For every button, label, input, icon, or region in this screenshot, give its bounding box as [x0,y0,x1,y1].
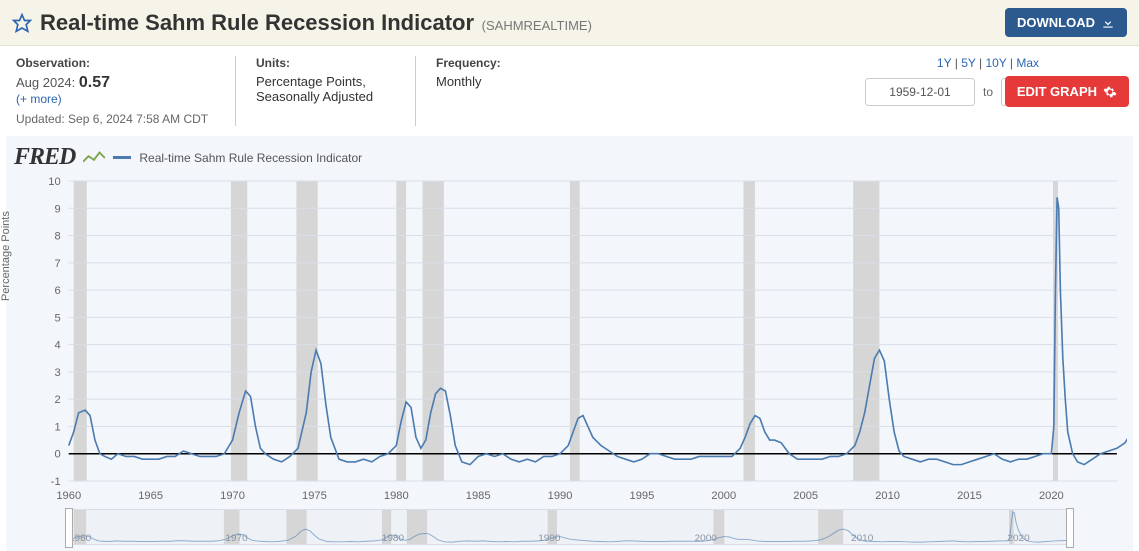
mini-chart-svg: 1960197019801990200020102020 [69,510,1070,544]
svg-text:1: 1 [54,422,60,434]
main-chart-svg: -1 0 1 2 3 4 5 6 7 8 9 10 1960 1965 1970 1975 1980 1985 19… [12,175,1127,505]
svg-text:2020: 2020 [1007,533,1030,544]
chart-header: FRED Real-time Sahm Rule Recession Indic… [12,144,1127,171]
header-bar: Real-time Sahm Rule Recession Indicator … [0,0,1139,46]
svg-text:2005: 2005 [793,490,818,502]
svg-text:1970: 1970 [225,533,248,544]
fred-chart-icon [83,150,105,166]
svg-text:3: 3 [54,367,60,379]
svg-text:0: 0 [54,449,60,461]
svg-text:4: 4 [54,340,60,352]
svg-text:1990: 1990 [538,533,561,544]
svg-text:2000: 2000 [695,533,718,544]
svg-text:1980: 1980 [382,533,405,544]
observation-value: 0.57 [79,74,110,91]
more-link[interactable]: (+ more) [16,92,215,106]
svg-text:1960: 1960 [56,490,81,502]
units-title: Units: [256,56,395,70]
svg-text:9: 9 [54,203,60,215]
observation-title: Observation: [16,56,215,70]
chart-wrap: FRED Real-time Sahm Rule Recession Indic… [6,136,1133,551]
svg-text:-1: -1 [51,476,61,488]
frequency-title: Frequency: [436,56,536,70]
page-title: Real-time Sahm Rule Recession Indicator [40,10,474,35]
download-icon [1101,16,1115,30]
y-axis-label: Percentage Points [0,211,12,301]
svg-text:2010: 2010 [875,490,900,502]
svg-text:1995: 1995 [630,490,655,502]
svg-text:1990: 1990 [548,490,573,502]
svg-text:1975: 1975 [302,490,327,502]
title-wrap: Real-time Sahm Rule Recession Indicator … [12,10,592,36]
fred-logo: FRED [14,144,75,171]
svg-text:10: 10 [48,176,60,188]
svg-text:2015: 2015 [957,490,982,502]
gear-icon [1103,85,1117,99]
svg-text:1985: 1985 [466,490,491,502]
legend-line-icon [113,156,131,159]
svg-text:1970: 1970 [220,490,245,502]
meta-row: Observation: Aug 2024: 0.57 (+ more) Upd… [0,46,1139,136]
observation-block: Observation: Aug 2024: 0.57 (+ more) Upd… [16,56,236,126]
range-max[interactable]: Max [1016,56,1039,70]
units-line2: Seasonally Adjusted [256,89,395,104]
series-id: (SAHMREALTIME) [482,18,592,33]
edit-graph-button[interactable]: EDIT GRAPH [1005,76,1129,107]
range-5y[interactable]: 5Y [961,56,975,70]
svg-text:5: 5 [54,312,60,324]
svg-text:1965: 1965 [138,490,163,502]
date-from-input[interactable] [865,78,975,106]
range-1y[interactable]: 1Y [937,56,951,70]
frequency-block: Frequency: Monthly [436,56,556,126]
updated-value: Sep 6, 2024 7:58 AM CDT [68,112,208,126]
download-button[interactable]: DOWNLOAD [1005,8,1127,37]
chart-area[interactable]: Percentage Points -101234567891019601965… [12,175,1127,505]
svg-text:7: 7 [54,258,60,270]
svg-text:1980: 1980 [384,490,409,502]
svg-text:2020: 2020 [1039,490,1064,502]
to-label: to [983,85,993,99]
units-line1: Percentage Points, [256,74,395,89]
legend-label: Real-time Sahm Rule Recession Indicator [139,151,362,165]
updated-label: Updated: [16,112,65,126]
observation-date: Aug 2024: [16,75,75,90]
svg-text:2000: 2000 [711,490,736,502]
mini-handle-left[interactable] [65,508,73,548]
mini-chart[interactable]: 1960197019801990200020102020 [68,509,1071,545]
favorite-star-icon[interactable] [12,13,32,33]
range-10y[interactable]: 10Y [985,56,1006,70]
download-label: DOWNLOAD [1017,15,1095,30]
range-links: 1Y | 5Y | 10Y | Max [937,56,1039,70]
edit-graph-label: EDIT GRAPH [1017,84,1097,99]
mini-handle-right[interactable] [1066,508,1074,548]
svg-text:8: 8 [54,231,60,243]
units-block: Units: Percentage Points, Seasonally Adj… [256,56,416,126]
svg-text:2010: 2010 [851,533,874,544]
svg-text:6: 6 [54,285,60,297]
frequency-value: Monthly [436,74,536,89]
svg-text:2: 2 [54,394,60,406]
